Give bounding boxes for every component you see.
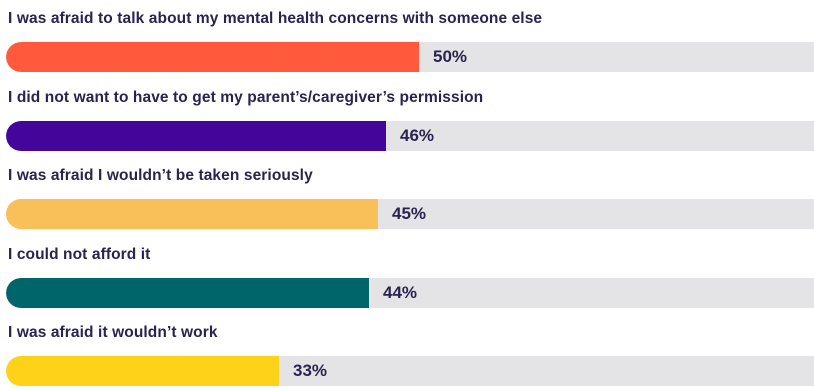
bar-track [6, 42, 814, 72]
bar-track [6, 120, 814, 151]
bar [6, 356, 279, 386]
horizontal-bar-chart: I was afraid to talk about my mental hea… [0, 5, 814, 386]
value-label: 33% [293, 361, 328, 380]
category-label: I was afraid I wouldn’t be taken serious… [8, 167, 313, 184]
bar [6, 42, 419, 72]
category-label: I was afraid to talk about my mental hea… [8, 10, 543, 27]
bar-row: I did not want to have to get my parent’… [0, 84, 814, 154]
bar-row: I was afraid it wouldn’t work 33% [0, 319, 814, 389]
bar [6, 120, 386, 151]
value-label: 45% [392, 204, 427, 223]
value-label: 50% [433, 47, 468, 66]
category-label: I was afraid it wouldn’t work [8, 324, 218, 341]
value-label: 46% [400, 125, 435, 145]
bar-track [6, 199, 814, 229]
bar [6, 199, 378, 229]
bar-row: I was afraid to talk about my mental hea… [0, 5, 814, 75]
bar [6, 277, 369, 308]
category-label: I did not want to have to get my parent’… [8, 88, 484, 106]
bar-track [6, 277, 814, 308]
bar-track [6, 356, 814, 386]
bar-row: I was afraid I wouldn’t be taken serious… [0, 162, 814, 232]
bar-row: I could not afford it 44% [0, 241, 814, 311]
value-label: 44% [383, 282, 418, 302]
category-label: I could not afford it [8, 245, 151, 263]
